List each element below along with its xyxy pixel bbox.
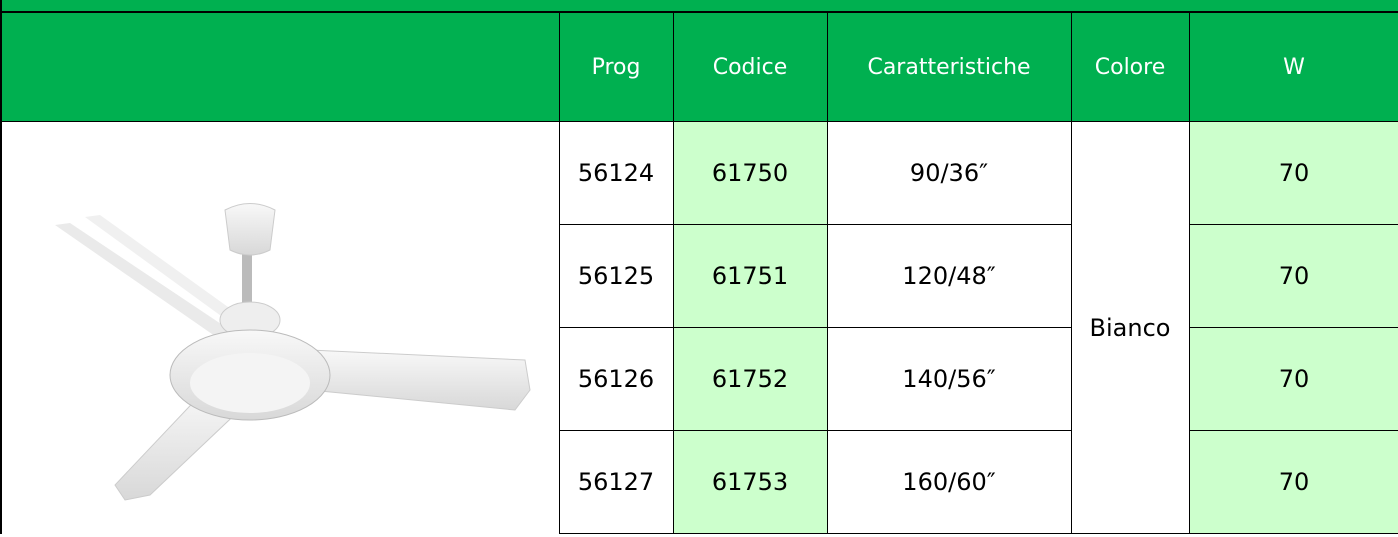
prog-cell: 56125 [558,224,674,328]
w-cell: 70 [1188,121,1398,225]
w-cell: 70 [1188,327,1398,431]
caratteristiche-cell: 120/48″ [826,224,1072,328]
image-cell [0,121,559,534]
data-row: 56124 61750 90/36″ Bianco 70 [0,121,1398,534]
caratteristiche-cell: 90/36″ [826,121,1072,225]
caratteristiche-cell: 140/56″ [826,327,1072,431]
table-body: Prog Codice Caratteristiche Colore W 561… [0,13,1398,534]
header-row: Prog Codice Caratteristiche Colore W [0,13,1398,122]
data-row: 56126 61752 140/56″ 70 [1,327,1398,431]
data-row: 56127 61753 160/60″ 70 [1,430,1398,534]
prog-cell: 56127 [558,430,674,534]
colore-cell: Bianco [1070,121,1190,534]
fan-image [55,202,531,501]
product-table: Prog Codice Caratteristiche Colore W 561… [0,13,1398,534]
prog-cell: 56126 [558,327,674,431]
header-cell: Colore [1070,13,1190,122]
w-cell: 70 [1188,224,1398,328]
caratteristiche-cell: 160/60″ [826,430,1072,534]
header-cell: W [1188,13,1398,122]
header-cell: Prog [558,13,674,122]
top-strip [0,0,1398,13]
codice-cell: 61752 [672,327,828,431]
codice-cell: 61753 [672,430,828,534]
header-cell: Codice [672,13,828,122]
codice-cell: 61750 [672,121,828,225]
prog-cell: 56124 [558,121,674,225]
data-row: 56125 61751 120/48″ 70 [1,224,1398,328]
codice-cell: 61751 [672,224,828,328]
header-cell: Caratteristiche [826,13,1072,122]
w-cell: 70 [1188,430,1398,534]
header-empty [0,13,559,122]
